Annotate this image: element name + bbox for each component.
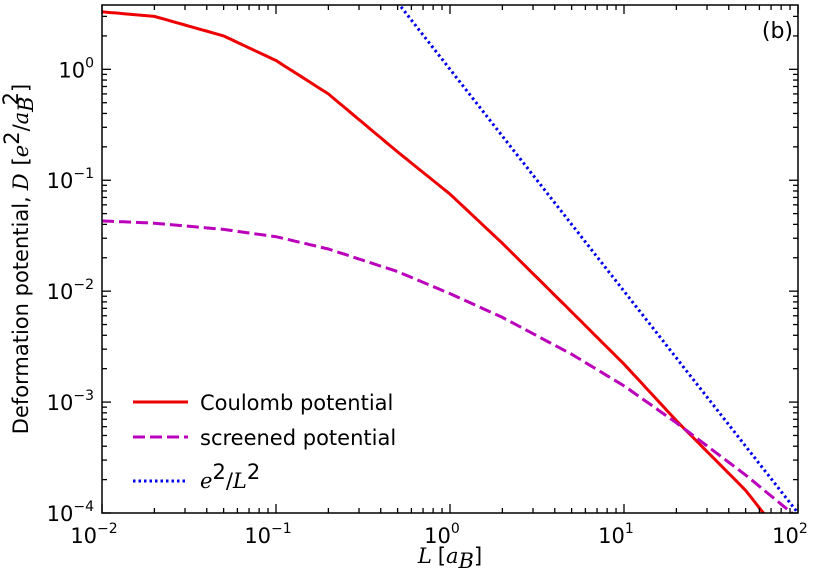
series-line-2 [397, 5, 798, 513]
x-tick-label: 10−1 [244, 521, 291, 548]
y-tick-label: 10−3 [47, 388, 94, 415]
panel-label: (b) [762, 19, 793, 44]
legend-label-screened: screened potential [200, 426, 396, 450]
legend-label-coulomb: Coulomb potential [200, 391, 393, 415]
x-tick-label: 10−2 [70, 521, 117, 548]
x-tick-label: 100 [424, 521, 460, 548]
series-line-1 [102, 219, 795, 513]
plot-frame [101, 4, 799, 514]
x-tick-label: 101 [598, 521, 634, 548]
y-axis-label: Deformation potential,D[e2/aB2] [0, 84, 38, 434]
x-tick-label: 102 [772, 521, 808, 548]
ticks-layer: 10−2 10−1 100 101 102 10−4 10−3 10−2 10−1 100 [47, 5, 808, 548]
legend: Coulomb potential screened potential e2/… [133, 391, 396, 493]
x-axis-label: L [aB] [417, 544, 482, 573]
legend-label-inverse-square: e2/L2 [200, 460, 260, 493]
y-tick-label: 10−2 [47, 277, 94, 304]
y-tick-label: 10−4 [47, 499, 94, 526]
y-tick-label: 10−1 [47, 166, 94, 193]
y-tick-label: 100 [58, 55, 94, 82]
series-line-0 [102, 10, 766, 513]
series-layer [102, 5, 798, 513]
